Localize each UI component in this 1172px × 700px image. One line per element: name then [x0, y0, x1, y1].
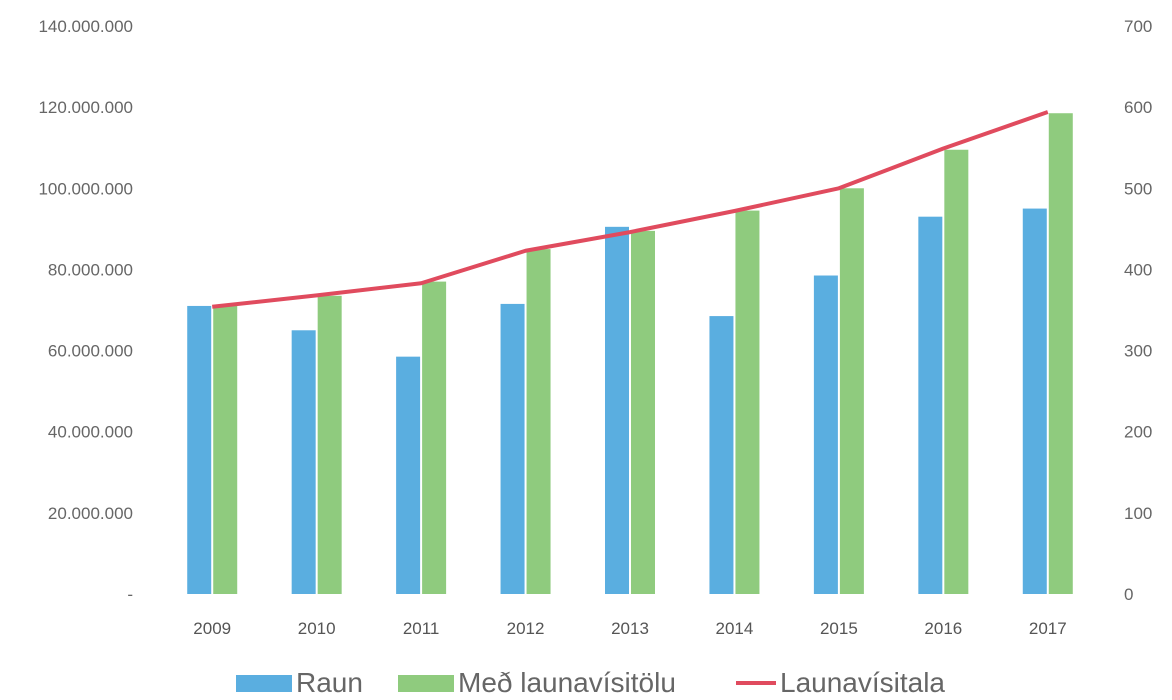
legend-label-launa: Launavísitala: [780, 667, 946, 698]
bar-raun: [500, 303, 525, 594]
line-launavisitala: [212, 110, 1049, 309]
legend-swatch-launa: [736, 681, 776, 685]
left-axis-tick-label: 20.000.000: [48, 504, 133, 523]
chart-svg: - 20.000.000 40.000.000 60.000.000 80.000.00…: [38, 17, 1152, 638]
legend-swatch-raun: [236, 674, 292, 692]
left-axis-tick-label: 120.000.000: [38, 98, 133, 117]
legend-item-med: Með launavísitölu: [398, 666, 676, 700]
bar-raun: [813, 275, 838, 594]
left-axis-tick-label: -: [127, 585, 133, 604]
x-axis-tick-label: 2017: [1029, 619, 1067, 638]
bar-med: [526, 249, 551, 594]
bar-raun: [605, 226, 629, 595]
x-axis-tick-label: 2016: [924, 619, 962, 638]
legend-label-raun: Raun: [296, 667, 363, 698]
right-axis-tick-label: 200: [1124, 423, 1152, 442]
bar-raun: [291, 330, 316, 594]
legend: Raun Með launavísitölu Launavísitala: [0, 666, 1172, 700]
x-axis-tick-label: 2010: [298, 619, 336, 638]
bar-med: [735, 210, 760, 594]
left-axis-tick-label: 140.000.000: [38, 17, 133, 36]
bar-med: [422, 281, 447, 594]
x-axis-tick-label: 2009: [193, 619, 231, 638]
legend-item-launa: Launavísitala: [736, 666, 945, 700]
x-axis-tick-label: 2014: [716, 619, 754, 638]
bar-med: [631, 230, 655, 594]
bar-raun: [709, 316, 734, 594]
x-axis-tick-label: 2011: [403, 619, 440, 638]
right-axis-tick-label: 600: [1124, 98, 1152, 117]
left-axis-tick-label: 60.000.000: [48, 342, 133, 361]
legend-item-raun: Raun: [236, 666, 363, 700]
bar-med: [317, 295, 342, 594]
x-axis-tick-label: 2013: [611, 619, 649, 638]
left-axis-tick-label: 80.000.000: [48, 260, 133, 279]
bar-raun: [396, 356, 421, 594]
bar-med: [1048, 113, 1073, 594]
right-axis-tick-label: 100: [1124, 504, 1152, 523]
right-axis-tick-label: 500: [1124, 179, 1152, 198]
x-axis-tick-label: 2012: [507, 619, 545, 638]
left-axis-tick-label: 100.000.000: [38, 179, 133, 198]
right-axis-tick-label: 300: [1124, 342, 1152, 361]
bar-med: [839, 188, 864, 595]
left-axis-tick-label: 40.000.000: [48, 423, 133, 442]
bar-raun: [187, 305, 212, 594]
legend-swatch-med: [398, 674, 454, 692]
right-axis-tick-label: 0: [1124, 585, 1133, 604]
right-axis-tick-label: 400: [1124, 260, 1152, 279]
bar-med: [944, 149, 969, 594]
bar-raun: [918, 216, 943, 594]
right-axis-tick-label: 700: [1124, 17, 1152, 36]
bar-raun: [1022, 208, 1047, 595]
bar-med: [213, 305, 238, 594]
legend-label-med: Með launavísitölu: [458, 667, 676, 698]
x-axis-tick-label: 2015: [820, 619, 858, 638]
